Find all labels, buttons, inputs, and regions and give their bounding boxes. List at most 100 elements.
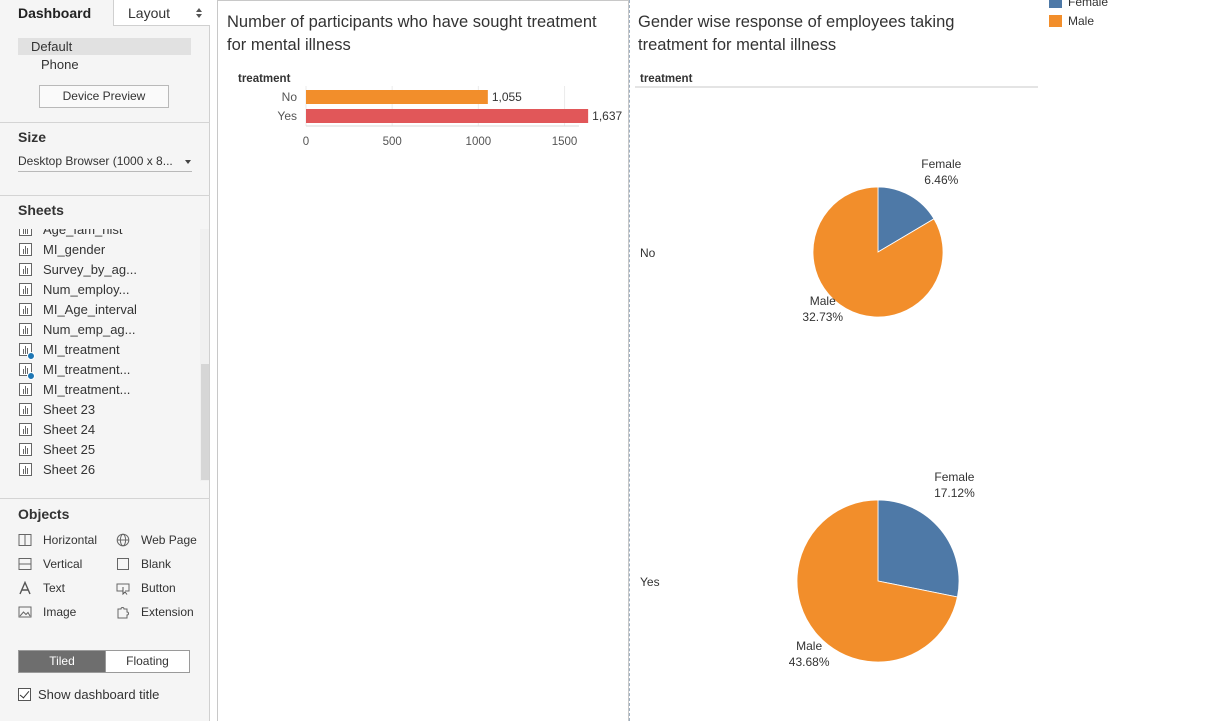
pie-slice-male[interactable]: [812, 186, 944, 318]
vertical-container-icon: [18, 558, 32, 570]
worksheet-icon: [19, 303, 32, 316]
legend-swatch: [1049, 15, 1062, 27]
sheet-list-item-label: Age_fam_hist: [43, 229, 123, 237]
dashboard-canvas: Number of participants who have sought t…: [217, 0, 1222, 721]
color-legend[interactable]: Female Male: [1049, 0, 1219, 40]
objects-section-title: Objects: [18, 506, 70, 522]
floating-button[interactable]: Floating: [105, 651, 189, 672]
pie-slice-name-label: Female: [934, 470, 974, 484]
tab-layout[interactable]: Layout: [113, 0, 210, 26]
chevron-down-icon: [185, 160, 191, 164]
device-preview-button[interactable]: Device Preview: [39, 85, 169, 108]
tab-dashboard[interactable]: Dashboard: [0, 0, 113, 26]
sheet-list-item[interactable]: MI_Age_interval: [0, 300, 200, 320]
layout-mode-toggle: Tiled Floating: [18, 650, 190, 673]
pie-slice-value-label: 6.46%: [924, 173, 958, 187]
bar-value-label: 1,055: [492, 90, 522, 104]
image-icon: [18, 606, 32, 618]
object-horizontal-label: Horizontal: [43, 533, 98, 547]
text-icon: [19, 581, 31, 595]
pie-slice-value-label: 17.12%: [934, 486, 975, 500]
sheet-list-item-label: Sheet 26: [43, 462, 96, 477]
pie-row-label: No: [640, 246, 656, 260]
sheet-list-item-label: MI_Age_interval: [43, 302, 137, 317]
worksheet-icon: [19, 263, 32, 276]
sheets-scroll-thumb[interactable]: [201, 364, 209, 480]
pie-chart-title-line1: Gender wise response of employees taking: [638, 13, 955, 31]
dashboard-side-panel: Dashboard Layout Default Phone Device Pr…: [0, 0, 210, 721]
side-panel-tabs: Dashboard Layout: [0, 0, 210, 26]
horizontal-container-icon: [18, 534, 32, 546]
puzzle-icon: [117, 607, 129, 619]
legend-item[interactable]: Male: [1049, 12, 1209, 30]
bar-no[interactable]: [306, 90, 488, 104]
divider: [0, 498, 210, 499]
pie-slice-female[interactable]: [877, 499, 960, 598]
sheet-list-item[interactable]: Sheet 26: [0, 460, 200, 480]
sheet-list-item-label: Sheet 24: [43, 422, 96, 437]
globe-icon: [116, 533, 130, 547]
sheet-list-item[interactable]: Sheet 24: [0, 420, 200, 440]
sheets-list: Age_fam_hist MI_gender Survey_by_ag... Num_…: [0, 229, 200, 481]
device-phone[interactable]: Phone: [41, 57, 79, 72]
legend-label: Female: [1068, 0, 1109, 9]
object-button-label: Button: [141, 581, 176, 595]
pie-slice-name-label: Female: [921, 157, 961, 171]
sheet-list-item[interactable]: Num_emp_ag...: [0, 320, 200, 340]
sheet-list-item-label: Survey_by_ag...: [43, 262, 137, 277]
legend-swatch: [1049, 0, 1062, 8]
bar-x-tick-label: 0: [303, 136, 309, 148]
sheet-list-item[interactable]: MI_treatment...: [0, 360, 200, 380]
sheet-list-item-label: Num_emp_ag...: [43, 322, 136, 337]
legend-label: Male: [1068, 14, 1095, 28]
up-down-arrows-icon: [196, 8, 202, 18]
pie-chart-sheet[interactable]: Gender wise response of employees taking…: [632, 0, 1040, 721]
in-use-check-icon: [27, 372, 35, 380]
blank-icon: [117, 558, 129, 570]
bar-category-label: No: [282, 90, 298, 104]
sheet-list-item-label: MI_treatment...: [43, 362, 131, 377]
show-dashboard-title-checkbox[interactable]: [18, 688, 31, 701]
sheet-list-item-label: Num_employ...: [43, 282, 130, 297]
worksheet-icon: [19, 229, 32, 236]
object-blank-label: Blank: [141, 557, 172, 571]
sheet-list-item[interactable]: Survey_by_ag...: [0, 260, 200, 280]
sheet-list-item[interactable]: Sheet 25: [0, 440, 200, 460]
worksheet-icon: [19, 383, 32, 396]
sheet-list-item[interactable]: MI_gender: [0, 240, 200, 260]
object-web-page-label: Web Page: [141, 533, 197, 547]
bar-x-tick-label: 1000: [466, 136, 492, 148]
pie-slice-male[interactable]: [796, 499, 958, 663]
size-dropdown-value: Desktop Browser (1000 x 8...: [18, 154, 173, 168]
sheet-list-item-label: Sheet 23: [43, 402, 96, 417]
worksheet-icon: [19, 403, 32, 416]
divider: [0, 122, 210, 123]
worksheet-icon: [19, 243, 32, 256]
pie-chart: treatment No Female 6.46% Male 32.73% Yes Femal…: [635, 73, 1038, 669]
in-use-check-icon: [27, 352, 35, 360]
object-image-label: Image: [43, 605, 77, 619]
show-dashboard-title-label: Show dashboard title: [38, 687, 160, 702]
sheet-list-item[interactable]: MI_treatment...: [0, 380, 200, 400]
pie-chart-title: Gender wise response of employees taking…: [638, 11, 954, 57]
sheet-list-item[interactable]: Sheet 23: [0, 400, 200, 420]
pie-slice-value-label: 32.73%: [802, 310, 843, 324]
pie-slice-female[interactable]: [877, 186, 935, 253]
sheet-list-item[interactable]: Age_fam_hist: [0, 229, 200, 240]
bar-yes[interactable]: [306, 109, 589, 123]
bar-chart-title-line1: Number of participants who have sought t…: [227, 13, 597, 31]
sheets-scrollbar[interactable]: [200, 229, 209, 481]
worksheet-icon: [19, 283, 32, 296]
pie-row-header: treatment: [640, 73, 693, 85]
sheet-list-item-label: MI_treatment: [43, 342, 120, 357]
sheet-list-item[interactable]: Num_employ...: [0, 280, 200, 300]
bar-chart-sheet[interactable]: Number of participants who have sought t…: [217, 0, 630, 721]
worksheet-icon: [19, 423, 32, 436]
device-default[interactable]: Default: [18, 38, 191, 55]
legend-item[interactable]: Female: [1049, 0, 1209, 11]
size-dropdown[interactable]: Desktop Browser (1000 x 8...: [18, 152, 192, 172]
object-extension-label: Extension: [141, 605, 194, 619]
sheet-list-item[interactable]: MI_treatment: [0, 340, 200, 360]
tiled-button[interactable]: Tiled: [19, 651, 105, 672]
worksheet-icon: [19, 463, 32, 476]
